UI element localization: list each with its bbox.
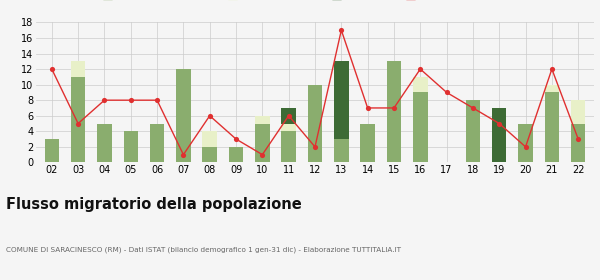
Point — [468, 106, 478, 110]
Bar — [361, 123, 375, 162]
Point — [284, 113, 293, 118]
Bar — [44, 139, 59, 162]
Point — [231, 137, 241, 141]
Text: Flusso migratorio della popolazione: Flusso migratorio della popolazione — [6, 197, 302, 213]
Point — [205, 113, 215, 118]
Bar — [518, 123, 533, 162]
Bar — [492, 108, 506, 162]
Bar — [571, 100, 586, 123]
Bar — [308, 85, 322, 162]
Bar — [545, 92, 559, 162]
Bar — [71, 61, 85, 77]
Point — [494, 121, 504, 126]
Bar — [571, 123, 586, 162]
Point — [337, 28, 346, 32]
Bar — [202, 131, 217, 147]
Bar — [413, 77, 428, 92]
Point — [73, 121, 83, 126]
Point — [257, 152, 267, 157]
Bar — [466, 100, 480, 162]
Bar — [281, 131, 296, 162]
Bar — [281, 123, 296, 131]
Point — [547, 67, 557, 71]
Bar — [545, 85, 559, 92]
Bar — [334, 61, 349, 139]
Bar — [202, 147, 217, 162]
Legend: Iscritti (da altri comuni), Iscritti (dall’estero), Iscritti (altri), Cancellati: Iscritti (da altri comuni), Iscritti (da… — [99, 0, 531, 4]
Text: COMUNE DI SARACINESCO (RM) - Dati ISTAT (bilancio demografico 1 gen-31 dic) - El: COMUNE DI SARACINESCO (RM) - Dati ISTAT … — [6, 246, 401, 253]
Point — [442, 90, 451, 95]
Point — [521, 144, 530, 149]
Bar — [255, 116, 269, 123]
Point — [126, 98, 136, 102]
Point — [310, 144, 320, 149]
Point — [389, 106, 399, 110]
Bar — [97, 123, 112, 162]
Point — [415, 67, 425, 71]
Bar — [124, 131, 138, 162]
Bar — [281, 108, 296, 123]
Bar — [334, 139, 349, 162]
Point — [574, 137, 583, 141]
Bar — [255, 123, 269, 162]
Bar — [229, 147, 243, 162]
Bar — [71, 77, 85, 162]
Point — [179, 152, 188, 157]
Bar — [150, 123, 164, 162]
Bar — [413, 92, 428, 162]
Point — [363, 106, 373, 110]
Point — [47, 67, 56, 71]
Bar — [176, 69, 191, 162]
Point — [152, 98, 162, 102]
Point — [100, 98, 109, 102]
Bar — [387, 61, 401, 162]
